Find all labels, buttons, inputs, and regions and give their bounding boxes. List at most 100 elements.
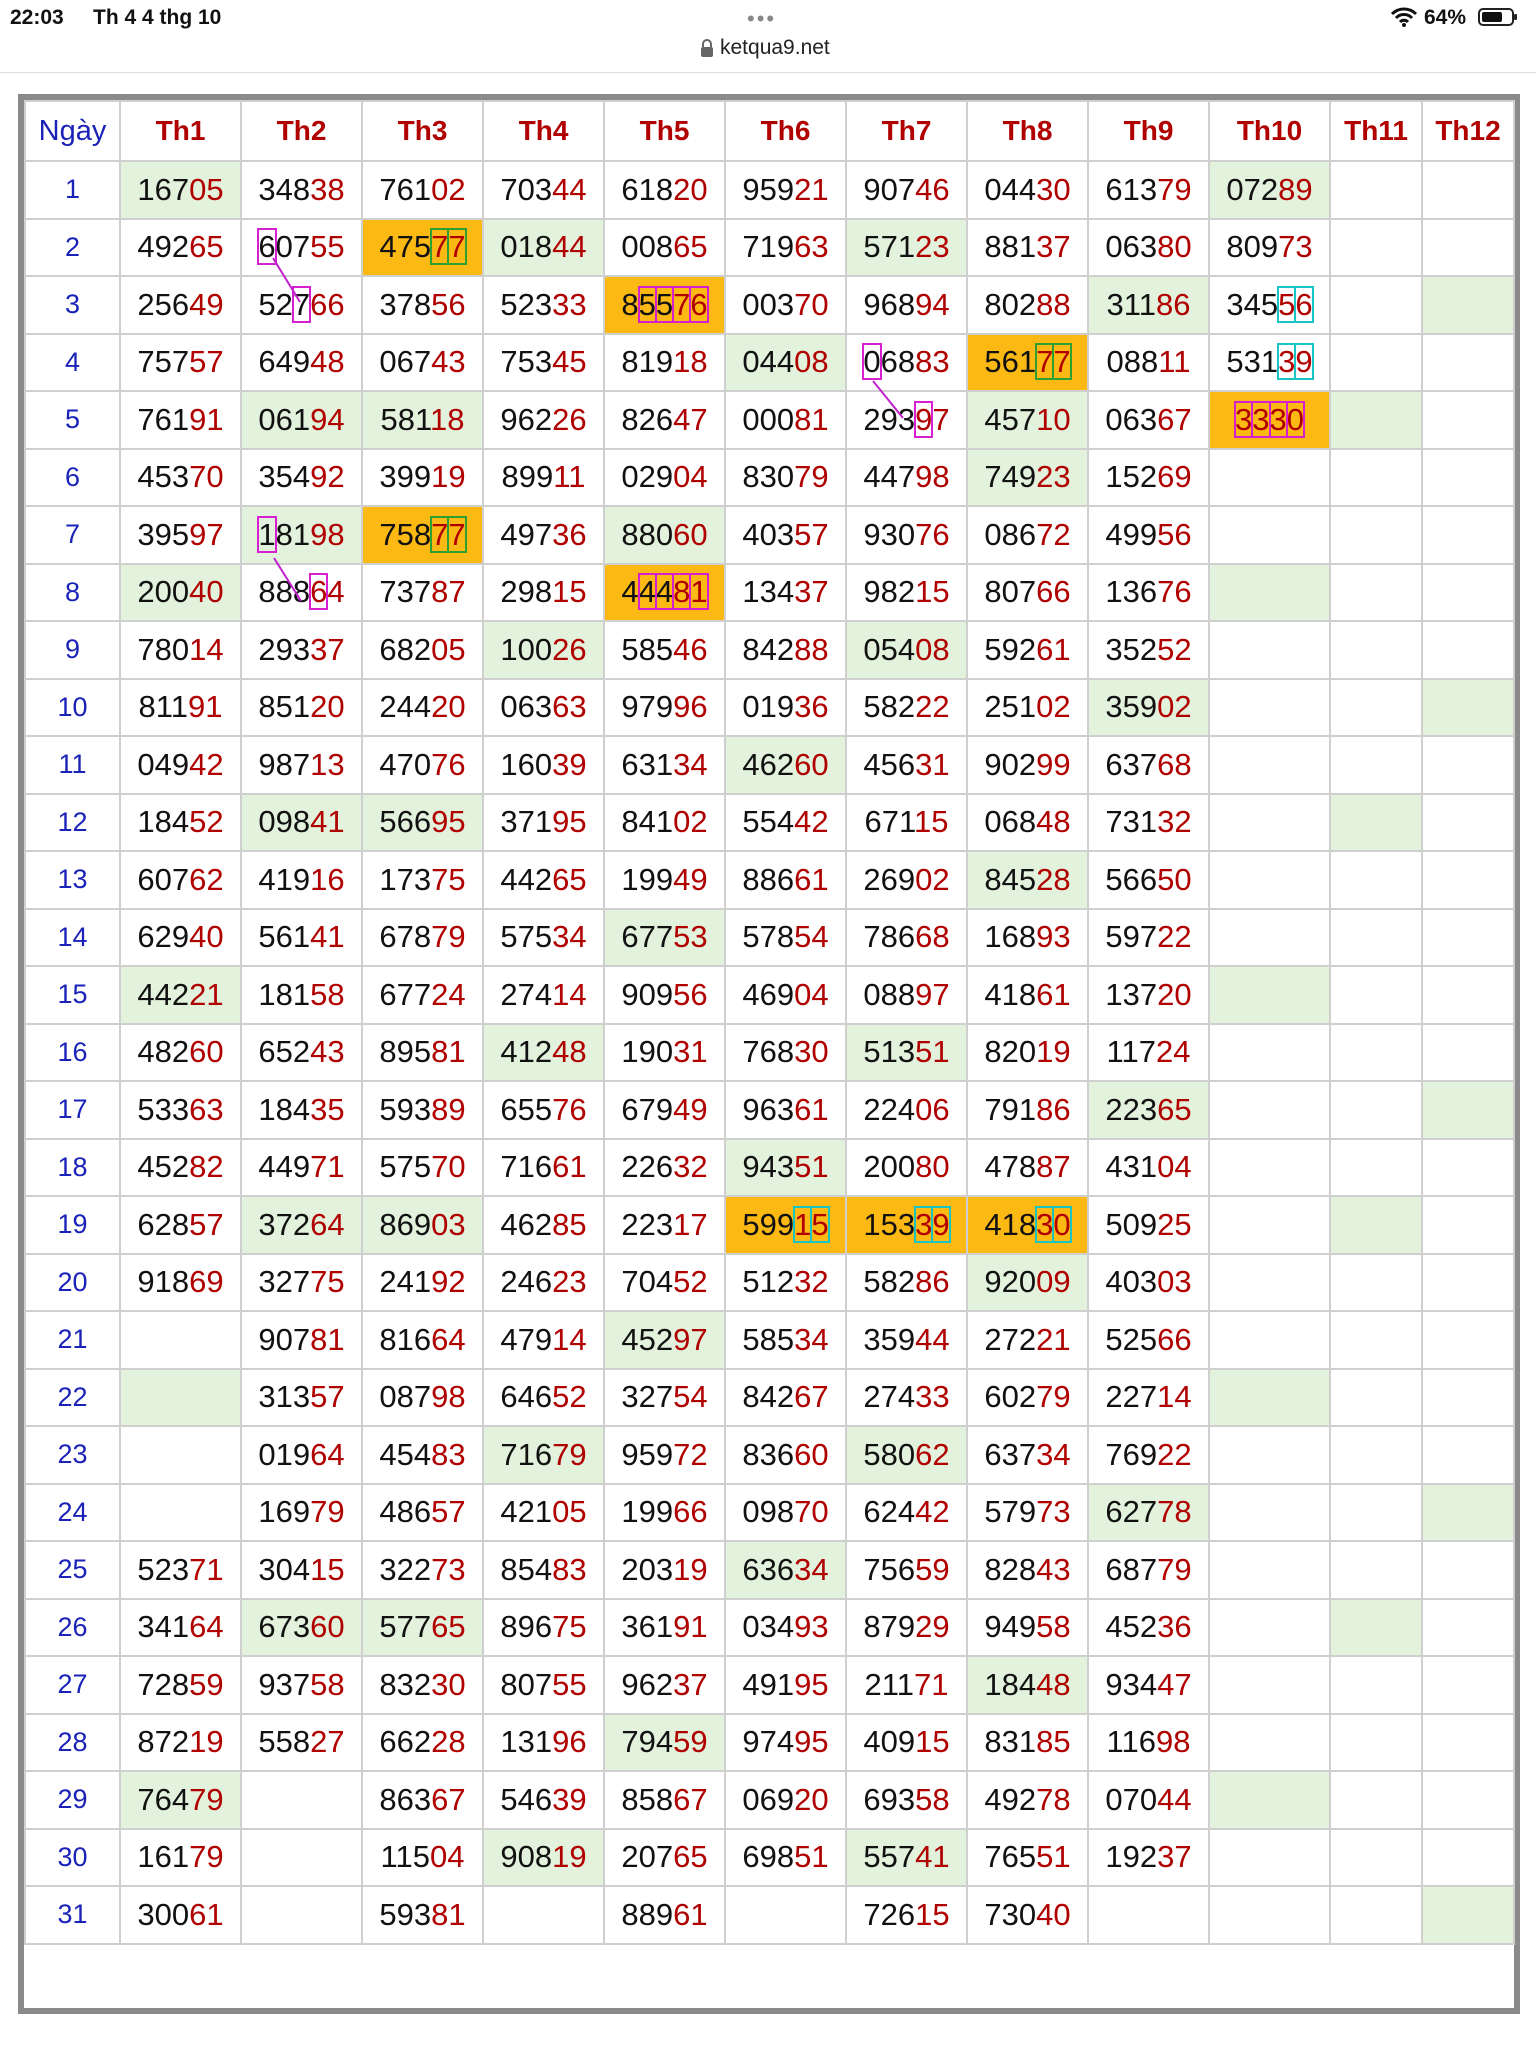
result-cell: 41916 — [240, 850, 363, 910]
result-cell: 64948 — [240, 332, 363, 392]
result-cell: 20319 — [603, 1540, 726, 1600]
digit: 2 — [396, 1551, 414, 1587]
digit: 0 — [880, 1149, 898, 1185]
more-dots-icon[interactable]: ••• — [747, 6, 777, 31]
digit: 8 — [327, 344, 345, 380]
digit: 7 — [897, 171, 916, 207]
digit: 1 — [155, 689, 171, 725]
digit: 0 — [1174, 861, 1192, 897]
digit: 6 — [500, 1091, 518, 1127]
digit: 4 — [517, 861, 535, 897]
digit: 0 — [500, 689, 518, 725]
result-cell: 16039 — [482, 735, 605, 795]
digit: 9 — [655, 689, 674, 725]
digit: 8 — [1141, 344, 1159, 380]
day-number: 27 — [24, 1655, 121, 1715]
digit: 6 — [794, 229, 812, 265]
result-cell — [1329, 217, 1423, 277]
digit: 2 — [137, 286, 155, 322]
digit: 7 — [1174, 1839, 1192, 1875]
digit: 8 — [1053, 804, 1071, 840]
digit: 8 — [984, 229, 1002, 265]
digit: 9 — [776, 689, 795, 725]
digit: 4 — [915, 1839, 933, 1875]
result-cell: 24623 — [482, 1252, 605, 1312]
column-header-th10: Th10 — [1208, 100, 1331, 162]
result-cell: 96361 — [724, 1080, 847, 1140]
digit: 2 — [1001, 1551, 1019, 1587]
digit: 3 — [1122, 746, 1140, 782]
digit: 8 — [1053, 1781, 1071, 1817]
digit: 8 — [292, 171, 311, 207]
digit: 4 — [673, 861, 691, 897]
digit: 7 — [413, 976, 432, 1012]
digit: 2 — [275, 286, 293, 322]
digit: 4 — [759, 344, 777, 380]
digit: 0 — [880, 171, 898, 207]
digit: 0 — [379, 344, 397, 380]
result-cell: 83660 — [724, 1425, 847, 1485]
url-host[interactable]: ketqua9.net — [720, 36, 830, 59]
digit: 0 — [1036, 1264, 1054, 1300]
digit: 9 — [292, 1149, 311, 1185]
digit: 5 — [310, 976, 328, 1012]
result-cell: 83185 — [966, 1712, 1089, 1772]
result-cell: 09870 — [724, 1482, 847, 1542]
digit: 8 — [811, 631, 829, 667]
digit: 5 — [500, 1781, 518, 1817]
digit: 1 — [500, 631, 518, 667]
digit: 4 — [292, 1091, 311, 1127]
result-cell: 32273 — [361, 1540, 484, 1600]
digit: 7 — [137, 631, 155, 667]
digit: 1 — [500, 746, 518, 782]
digit: 8 — [1018, 1206, 1037, 1242]
digit: 7 — [413, 1379, 432, 1415]
url-bar[interactable]: ketqua9.net — [0, 34, 1536, 72]
digit: 1 — [759, 229, 777, 265]
result-cell: 42105 — [482, 1482, 605, 1542]
result-cell: 76830 — [724, 1022, 847, 1082]
digit: 9 — [897, 861, 916, 897]
digit: 1 — [258, 976, 276, 1012]
digit: 6 — [864, 804, 882, 840]
digit: 1 — [1105, 976, 1123, 1012]
digit: 1 — [137, 804, 155, 840]
digit: 8 — [638, 516, 656, 552]
digit: 6 — [759, 746, 777, 782]
digit: 3 — [776, 1149, 795, 1185]
result-cell: 04942 — [119, 735, 242, 795]
result-cell: 65243 — [240, 1022, 363, 1082]
digit: 9 — [536, 459, 554, 495]
result-cell — [240, 1885, 363, 1945]
digit: 5 — [811, 1666, 829, 1702]
digit: 4 — [500, 861, 518, 897]
digit: 5 — [863, 689, 881, 725]
digit: 1 — [621, 1034, 639, 1070]
digit: 2 — [690, 1149, 708, 1185]
digit: 1 — [517, 1436, 535, 1472]
digit: 8 — [1174, 746, 1192, 782]
digit: 3 — [897, 1206, 916, 1242]
digit: 9 — [984, 746, 1002, 782]
digit: 3 — [413, 1781, 432, 1817]
digit: 3 — [897, 1781, 916, 1817]
digit: 9 — [897, 1609, 916, 1645]
digit: 7 — [1053, 229, 1071, 265]
column-header-th6: Th6 — [724, 100, 847, 162]
result-cell: 40303 — [1087, 1252, 1210, 1312]
digit: 3 — [1105, 631, 1123, 667]
digit: 6 — [189, 1264, 207, 1300]
result-cell: 51351 — [845, 1022, 968, 1082]
result-cell: 15269 — [1087, 447, 1210, 507]
digit: 2 — [655, 1321, 674, 1357]
digit: 1 — [811, 1839, 829, 1875]
digit: 6 — [396, 344, 414, 380]
result-cell — [1329, 1885, 1423, 1945]
digit: 6 — [189, 1091, 207, 1127]
digit: 9 — [690, 1091, 708, 1127]
digit: 7 — [1278, 229, 1296, 265]
digit: 9 — [690, 1551, 708, 1587]
digit: 4 — [1036, 1666, 1054, 1702]
digit: 3 — [137, 1896, 155, 1932]
digit: 5 — [1018, 1839, 1037, 1875]
